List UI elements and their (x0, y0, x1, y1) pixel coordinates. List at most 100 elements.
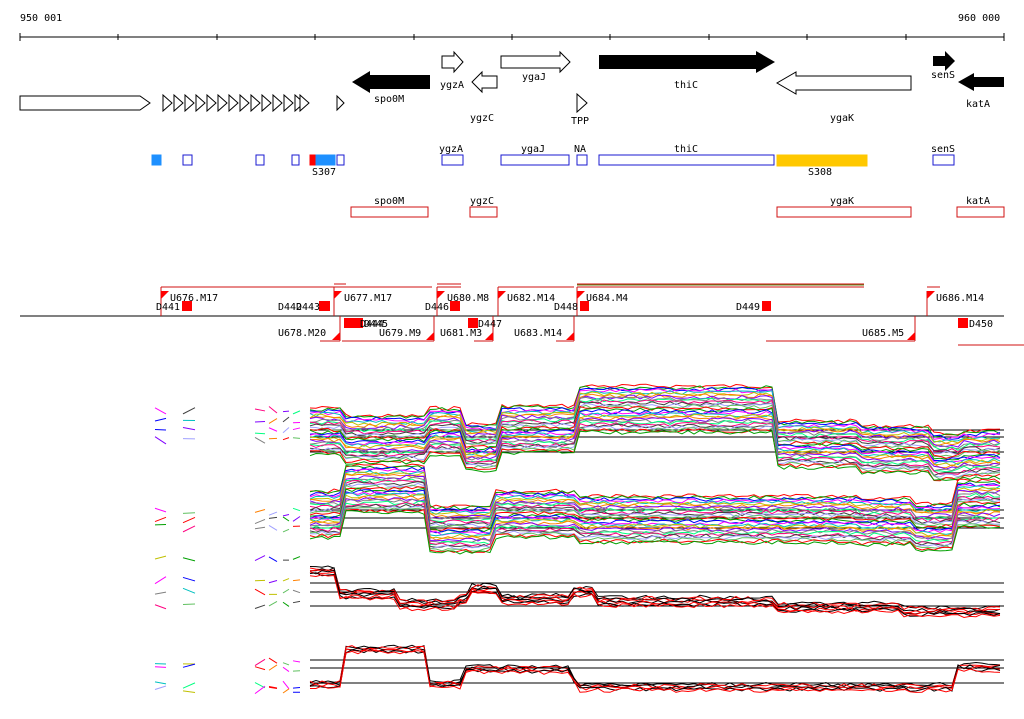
gene-ygaK[interactable] (777, 72, 911, 94)
expression-stub (183, 517, 195, 522)
feature-ygaJ[interactable] (501, 155, 569, 165)
expression-stub (155, 437, 166, 444)
segment-label-U686: U686.M14 (936, 293, 984, 304)
expression-stub (293, 580, 300, 581)
small-genes-cluster (163, 95, 344, 111)
segment-label-D441: D441 (156, 302, 180, 313)
riboswitch-TPP[interactable] (577, 94, 587, 112)
gene-label-ygzA: ygzA (440, 80, 464, 91)
expression-curve (310, 646, 1000, 688)
gene-katA[interactable] (958, 73, 1004, 91)
segment-label-U677: U677.M17 (344, 293, 392, 304)
feature-box[interactable] (256, 155, 264, 165)
expression-stub (155, 682, 166, 684)
gene-track: spo0M ygzA ygzC ygaJ TPP thiC ygaK senS (20, 51, 1004, 127)
expression-stub (255, 589, 265, 595)
expression-stub (269, 428, 277, 431)
expression-stub (255, 519, 265, 523)
expression-stub (293, 557, 300, 560)
feature-spo0M[interactable] (351, 207, 428, 217)
feature-ygzA[interactable] (442, 155, 463, 165)
feature-label-thiC: thiC (674, 144, 698, 155)
feature-label-katA: katA (966, 196, 990, 207)
gene-label-ygzC: ygzC (470, 113, 494, 124)
feature-ygzC[interactable] (470, 207, 497, 217)
expression-stub (155, 508, 166, 512)
segment-label-D446: D446 (425, 302, 449, 313)
expression-stub (283, 428, 289, 433)
segment-label-U682: U682.M14 (507, 293, 555, 304)
expression-stub (183, 427, 195, 429)
feature-label-S308: S308 (808, 167, 832, 178)
feature-box[interactable] (337, 155, 344, 165)
expression-stub (155, 592, 166, 594)
expression-stub (183, 588, 195, 593)
expression-stub (255, 433, 265, 434)
feature-box[interactable] (292, 155, 299, 165)
segment-track: U676.M17 D441 D442 D443 U677.M17 D446 U6… (20, 284, 1024, 345)
expression-stub (269, 601, 277, 606)
feature-box[interactable] (183, 155, 192, 165)
blue-feature-track: S307 ygzA ygaJ NA thiC S308 senS (152, 144, 955, 178)
feature-S308[interactable] (777, 155, 867, 166)
expression-stub (183, 558, 195, 561)
expression-stub (155, 517, 166, 521)
feature-ygaK[interactable] (777, 207, 911, 217)
expression-stub (269, 665, 277, 670)
feature-box[interactable] (152, 155, 161, 165)
gene-thiC[interactable] (599, 51, 775, 73)
segment-label-D448: D448 (554, 302, 578, 313)
expression-stub (269, 581, 277, 583)
feature-NA[interactable] (577, 155, 587, 165)
gene-label-thiC: thiC (674, 80, 698, 91)
feature-senS[interactable] (933, 155, 954, 165)
expression-stub (269, 517, 277, 518)
feature-label-S307: S307 (312, 167, 336, 178)
expression-stub (269, 512, 277, 515)
expression-stub (293, 517, 300, 522)
gene-label-senS: senS (931, 70, 955, 81)
segment-label-U680: U680.M8 (447, 293, 489, 304)
expression-stub (183, 577, 195, 580)
segment-label-D449: D449 (736, 302, 760, 313)
expression-stub (293, 508, 300, 510)
expression-stub (183, 604, 195, 605)
gene-spo0M[interactable] (352, 71, 430, 93)
expression-stub (255, 667, 265, 670)
expression-stub (255, 437, 265, 443)
expression-stub (155, 667, 166, 668)
feature-thiC[interactable] (599, 155, 774, 165)
riboswitch-label-TPP: TPP (571, 116, 589, 127)
gene-senS[interactable] (933, 51, 955, 71)
expression-stub (283, 602, 289, 606)
expression-stub (155, 408, 166, 414)
feature-box-red[interactable] (310, 155, 316, 165)
expression-stub (269, 419, 277, 424)
expression-stub (183, 664, 195, 667)
expression-stub (269, 557, 277, 562)
segment-label-U679: U679.M9 (379, 328, 421, 339)
red-feature-track: spo0M ygzC ygaK katA (351, 196, 1004, 217)
gene-label-ygaK: ygaK (830, 113, 854, 124)
expression-stub (255, 605, 265, 608)
feature-label-spo0M: spo0M (374, 196, 404, 207)
expression-stub (283, 517, 289, 521)
gene-label-spo0M: spo0M (374, 94, 404, 105)
expression-stub (283, 579, 289, 581)
feature-label-ygzC: ygzC (470, 196, 494, 207)
gene-ygaJ[interactable] (501, 52, 570, 72)
feature-katA[interactable] (957, 207, 1004, 217)
gene-arrow[interactable] (20, 96, 150, 110)
gene-ygzC[interactable] (472, 72, 497, 92)
feature-S307[interactable] (316, 155, 335, 165)
expression-stub (283, 663, 289, 665)
expression-stub (283, 417, 289, 422)
expression-stub (293, 590, 300, 592)
coordinate-ruler (20, 33, 1004, 41)
expression-stub (293, 411, 300, 414)
expression-stub (283, 689, 289, 693)
gene-ygzA[interactable] (442, 52, 463, 72)
feature-label-ygaK: ygaK (830, 196, 854, 207)
segment-label-U678: U678.M20 (278, 328, 326, 339)
